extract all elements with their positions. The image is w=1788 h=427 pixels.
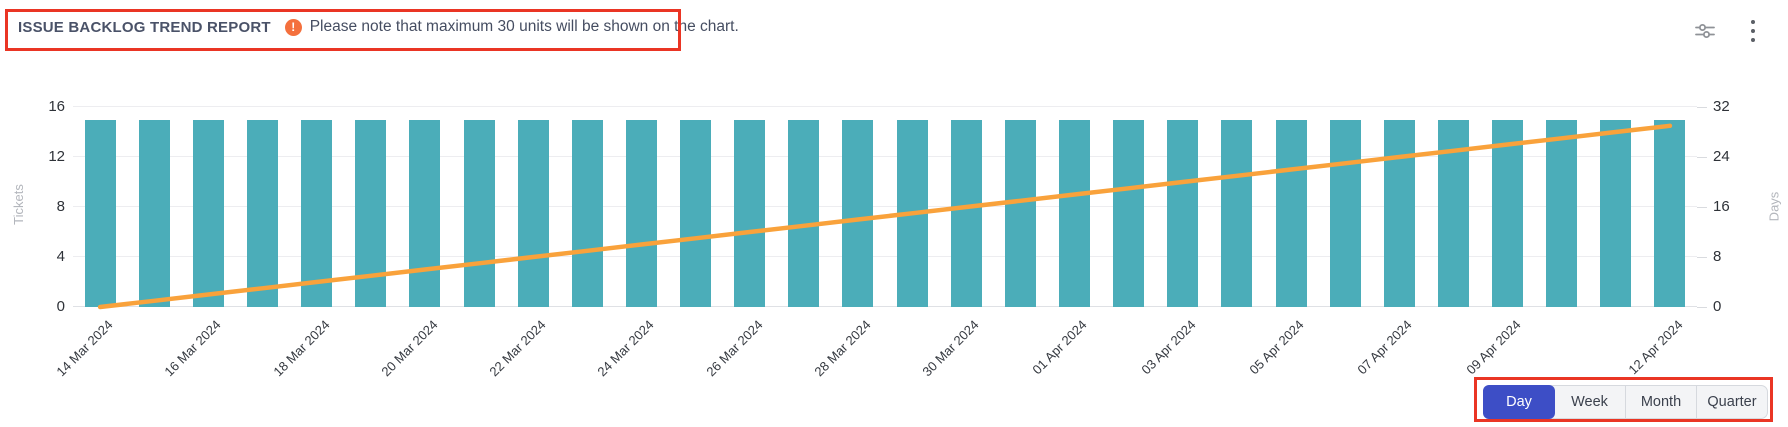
bar-06-apr-2024	[1329, 119, 1361, 307]
bar-10-apr-2024	[1546, 119, 1578, 307]
left-axis-tick: 8	[56, 198, 65, 215]
x-axis-label: 26 Mar 2024	[703, 317, 766, 380]
x-axis-label: 03 Apr 2024	[1138, 317, 1199, 378]
kebab-menu-icon[interactable]	[1740, 18, 1766, 44]
report-header: ISSUE BACKLOG TREND REPORT ! Please note…	[0, 0, 1788, 60]
left-axis-tick: 4	[56, 248, 65, 265]
bar-04-apr-2024	[1221, 119, 1253, 307]
chart-limit-note: ! Please note that maximum 30 units will…	[284, 18, 739, 36]
grid-line	[73, 156, 1697, 157]
right-axis-tickmark	[1697, 257, 1707, 258]
right-axis-title: Days	[1766, 191, 1782, 222]
bar-01-apr-2024	[1058, 119, 1090, 307]
grid-line	[73, 106, 1697, 107]
bar-17-mar-2024	[246, 119, 278, 307]
right-axis-tick: 24	[1713, 148, 1730, 165]
right-axis-tickmark	[1697, 107, 1707, 108]
grid-line	[73, 256, 1697, 257]
x-axis-label: 16 Mar 2024	[161, 317, 224, 380]
right-axis-tickmark	[1697, 157, 1707, 158]
note-text: Please note that maximum 30 units will b…	[309, 18, 739, 35]
bar-11-apr-2024	[1600, 119, 1632, 307]
bar-26-mar-2024	[734, 119, 766, 307]
bar-20-mar-2024	[409, 119, 441, 307]
bar-05-apr-2024	[1275, 119, 1307, 307]
chart-settings-sliders-icon[interactable]	[1692, 18, 1718, 44]
bar-09-apr-2024	[1492, 119, 1524, 307]
bar-24-mar-2024	[625, 119, 657, 307]
bar-02-apr-2024	[1113, 119, 1145, 307]
x-axis-label: 24 Mar 2024	[594, 317, 657, 380]
period-button-day[interactable]: Day	[1483, 385, 1555, 419]
x-axis-label: 14 Mar 2024	[53, 317, 116, 380]
bar-16-mar-2024	[192, 119, 224, 307]
right-axis-tick: 0	[1713, 298, 1722, 315]
left-axis-tick: 16	[48, 98, 65, 115]
left-axis-tick: 0	[56, 298, 65, 315]
bar-31-mar-2024	[1004, 119, 1036, 307]
period-toggle-group: Day Week Month Quarter	[1483, 385, 1768, 419]
x-axis-label: 30 Mar 2024	[919, 317, 982, 380]
x-axis-label: 01 Apr 2024	[1029, 317, 1091, 378]
grid-line	[73, 306, 1697, 307]
plot-area	[73, 106, 1697, 310]
bar-12-apr-2024	[1654, 119, 1686, 307]
period-button-week[interactable]: Week	[1571, 394, 1608, 410]
grid-line	[73, 206, 1697, 207]
right-axis-tick: 32	[1713, 98, 1730, 115]
page-title: ISSUE BACKLOG TREND REPORT	[18, 18, 271, 36]
left-axis-tick: 12	[48, 148, 65, 165]
x-axis-label: 05 Apr 2024	[1246, 317, 1307, 378]
bar-14-mar-2024	[84, 119, 116, 307]
period-button-month[interactable]: Month	[1625, 386, 1696, 418]
bar-03-apr-2024	[1167, 119, 1199, 307]
bar-18-mar-2024	[301, 119, 333, 307]
bar-23-mar-2024	[571, 119, 603, 307]
left-axis-title: Tickets	[10, 184, 26, 225]
bar-30-mar-2024	[950, 119, 982, 307]
x-axis-label: 07 Apr 2024	[1354, 317, 1415, 378]
x-axis-label: 22 Mar 2024	[486, 317, 549, 380]
bar-27-mar-2024	[788, 119, 820, 307]
right-axis-tick: 8	[1713, 248, 1722, 265]
right-axis-tick: 16	[1713, 198, 1730, 215]
alert-icon: !	[284, 18, 302, 36]
x-axis-label: 18 Mar 2024	[269, 317, 333, 380]
trend-line	[97, 123, 1673, 310]
x-axis-label: 28 Mar 2024	[811, 317, 874, 380]
bar-25-mar-2024	[680, 119, 712, 307]
bar-15-mar-2024	[138, 119, 170, 307]
bar-07-apr-2024	[1383, 119, 1415, 307]
right-axis-tickmark	[1697, 207, 1707, 208]
x-axis-label: 20 Mar 2024	[378, 317, 441, 380]
bar-28-mar-2024	[842, 119, 874, 307]
right-axis-tickmark	[1697, 307, 1707, 308]
bar-21-mar-2024	[463, 119, 495, 307]
period-button-quarter[interactable]: Quarter	[1696, 386, 1767, 418]
bar-22-mar-2024	[517, 119, 549, 307]
